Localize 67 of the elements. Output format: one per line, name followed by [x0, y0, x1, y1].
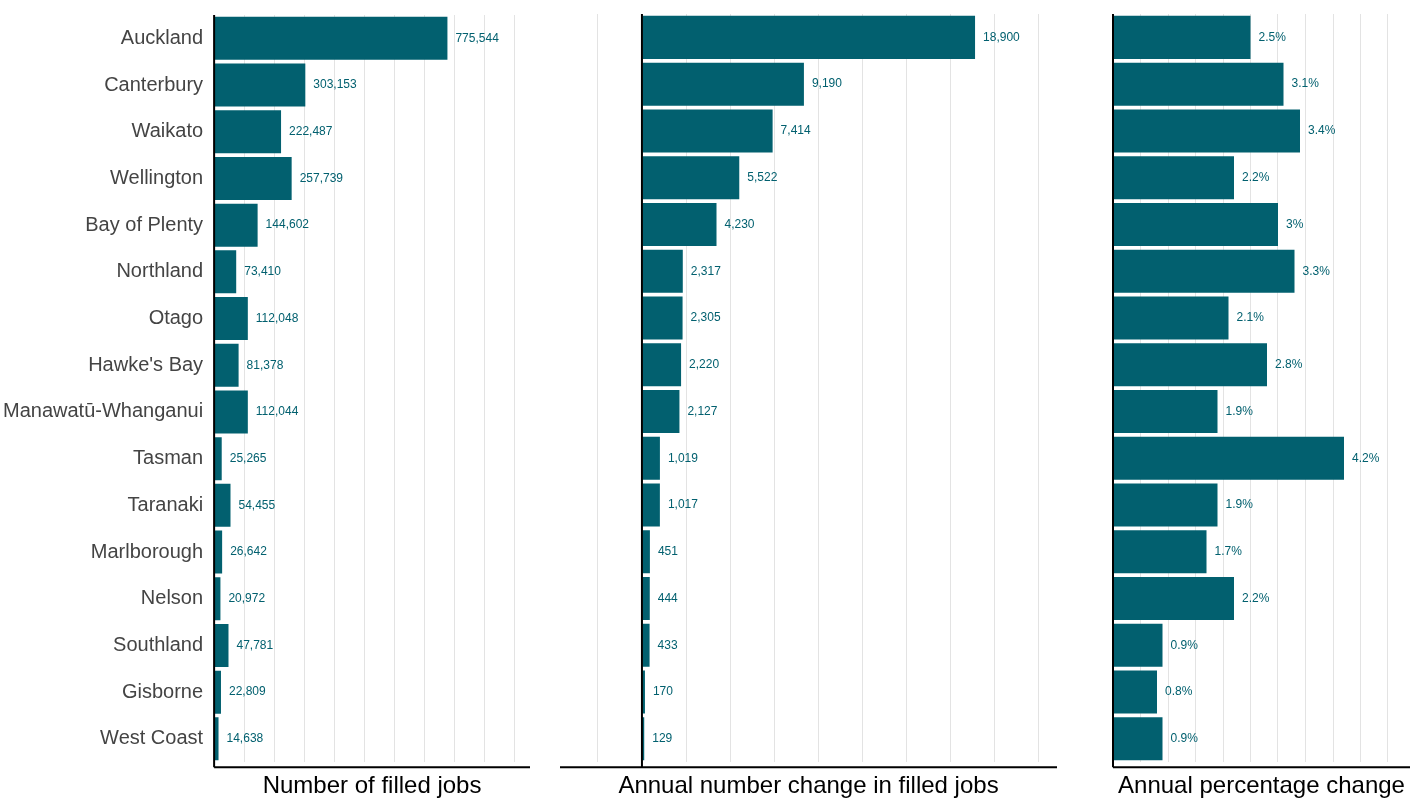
y-tick-label: Wellington — [110, 165, 204, 188]
data-label: 1.7% — [1214, 544, 1243, 559]
data-label: 2,220 — [689, 357, 720, 372]
data-label: 20,972 — [228, 591, 266, 606]
y-tick-label: Southland — [113, 632, 204, 655]
data-label: 1.9% — [1225, 497, 1254, 512]
y-tick-label: Auckland — [120, 25, 204, 48]
data-label: 2,127 — [687, 403, 718, 418]
data-label: 47,781 — [236, 637, 274, 652]
data-label: 112,048 — [255, 310, 299, 325]
data-label: 1,019 — [667, 450, 699, 465]
data-label: 2.1% — [1236, 310, 1265, 325]
y-tick-label: Manawatū-Whanganui — [2, 399, 204, 422]
data-label: 18,900 — [983, 29, 1021, 44]
data-label: 1,017 — [667, 497, 699, 512]
data-label: 2.8% — [1275, 357, 1303, 372]
y-tick-label: West Coast — [100, 726, 204, 749]
data-label: 2.2% — [1242, 169, 1270, 184]
data-label: 25,265 — [229, 450, 267, 465]
data-label: 222,487 — [289, 124, 333, 139]
data-label: 257,739 — [299, 170, 344, 185]
x-axis-title: Annual percentage change — [1118, 771, 1405, 799]
data-label: 81,378 — [246, 357, 284, 372]
data-label: 0.9% — [1170, 731, 1199, 746]
data-label: 3.3% — [1302, 263, 1331, 278]
data-label: 433 — [657, 637, 678, 652]
data-label: 26,642 — [230, 544, 268, 559]
data-label: 3% — [1286, 216, 1304, 231]
x-axis-title: Annual number change in filled jobs — [618, 771, 999, 799]
y-tick-label: Hawke's Bay — [88, 352, 204, 375]
y-tick-label: Bay of Plenty — [85, 212, 204, 235]
data-label: 2.5% — [1258, 29, 1287, 44]
data-label: 0.9% — [1170, 637, 1199, 652]
data-label: 54,455 — [238, 497, 276, 512]
data-label: 129 — [652, 731, 673, 746]
y-tick-label: Otago — [148, 306, 204, 329]
data-label: 3.4% — [1308, 123, 1336, 138]
y-tick-label: Canterbury — [104, 72, 204, 95]
data-label: 1.9% — [1225, 403, 1254, 418]
data-label: 22,809 — [228, 684, 267, 699]
data-label: 4.2% — [1352, 450, 1380, 465]
y-tick-label: Marlborough — [90, 539, 204, 562]
x-axis-title: Number of filled jobs — [262, 771, 482, 799]
y-tick-label: Tasman — [133, 446, 204, 469]
data-label: 9,190 — [811, 76, 843, 91]
data-label: 451 — [657, 544, 679, 559]
data-label: 2,317 — [690, 263, 722, 278]
y-tick-label: Waikato — [131, 119, 204, 142]
data-label: 2,305 — [690, 310, 721, 325]
data-label: 2.2% — [1242, 590, 1270, 605]
y-tick-label: Northland — [116, 259, 204, 282]
data-label: 444 — [657, 590, 679, 605]
data-label: 7,414 — [780, 123, 811, 138]
data-label: 3.1% — [1291, 76, 1320, 91]
data-label: 170 — [652, 684, 674, 699]
data-label: 775,544 — [455, 30, 500, 45]
data-label: 73,410 — [244, 264, 282, 279]
data-label: 303,153 — [313, 77, 358, 92]
y-tick-label: Gisborne — [121, 679, 204, 702]
data-label: 5,522 — [747, 169, 778, 184]
y-tick-label: Nelson — [140, 586, 204, 609]
data-label: 144,602 — [265, 217, 310, 232]
data-label: 14,638 — [226, 731, 264, 746]
data-label: 4,230 — [724, 216, 755, 231]
y-tick-label: Taranaki — [127, 492, 204, 515]
data-label: 0.8% — [1165, 684, 1193, 699]
data-label: 112,044 — [255, 404, 299, 419]
